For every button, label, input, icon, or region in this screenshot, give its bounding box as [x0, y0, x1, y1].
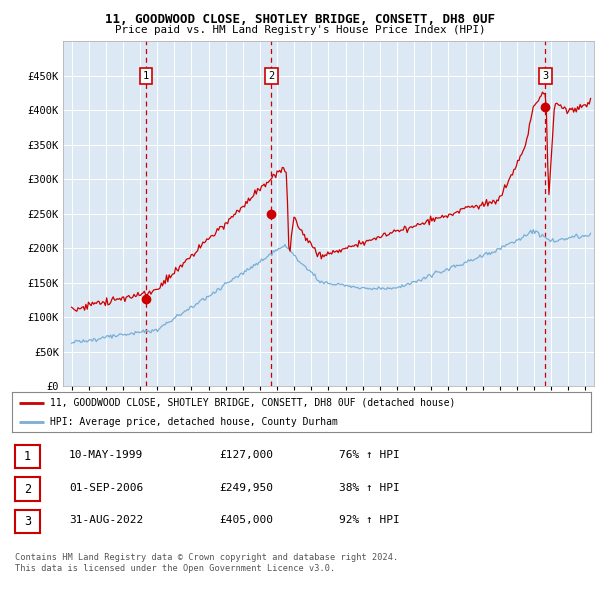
Text: £249,950: £249,950	[219, 483, 273, 493]
Text: HPI: Average price, detached house, County Durham: HPI: Average price, detached house, Coun…	[50, 417, 338, 427]
Text: 3: 3	[542, 71, 548, 81]
Text: 31-AUG-2022: 31-AUG-2022	[69, 516, 143, 525]
Text: 1: 1	[24, 450, 31, 463]
Text: 1: 1	[143, 71, 149, 81]
Text: Price paid vs. HM Land Registry's House Price Index (HPI): Price paid vs. HM Land Registry's House …	[115, 25, 485, 35]
Text: 01-SEP-2006: 01-SEP-2006	[69, 483, 143, 493]
Text: £127,000: £127,000	[219, 451, 273, 460]
Text: 38% ↑ HPI: 38% ↑ HPI	[339, 483, 400, 493]
Text: 3: 3	[24, 515, 31, 528]
Text: 10-MAY-1999: 10-MAY-1999	[69, 451, 143, 460]
Text: Contains HM Land Registry data © Crown copyright and database right 2024.
This d: Contains HM Land Registry data © Crown c…	[15, 553, 398, 573]
Text: 11, GOODWOOD CLOSE, SHOTLEY BRIDGE, CONSETT, DH8 0UF: 11, GOODWOOD CLOSE, SHOTLEY BRIDGE, CONS…	[105, 13, 495, 26]
Text: 11, GOODWOOD CLOSE, SHOTLEY BRIDGE, CONSETT, DH8 0UF (detached house): 11, GOODWOOD CLOSE, SHOTLEY BRIDGE, CONS…	[50, 398, 455, 408]
Text: 92% ↑ HPI: 92% ↑ HPI	[339, 516, 400, 525]
Text: £405,000: £405,000	[219, 516, 273, 525]
Text: 76% ↑ HPI: 76% ↑ HPI	[339, 451, 400, 460]
Text: 2: 2	[24, 483, 31, 496]
Text: 2: 2	[268, 71, 275, 81]
